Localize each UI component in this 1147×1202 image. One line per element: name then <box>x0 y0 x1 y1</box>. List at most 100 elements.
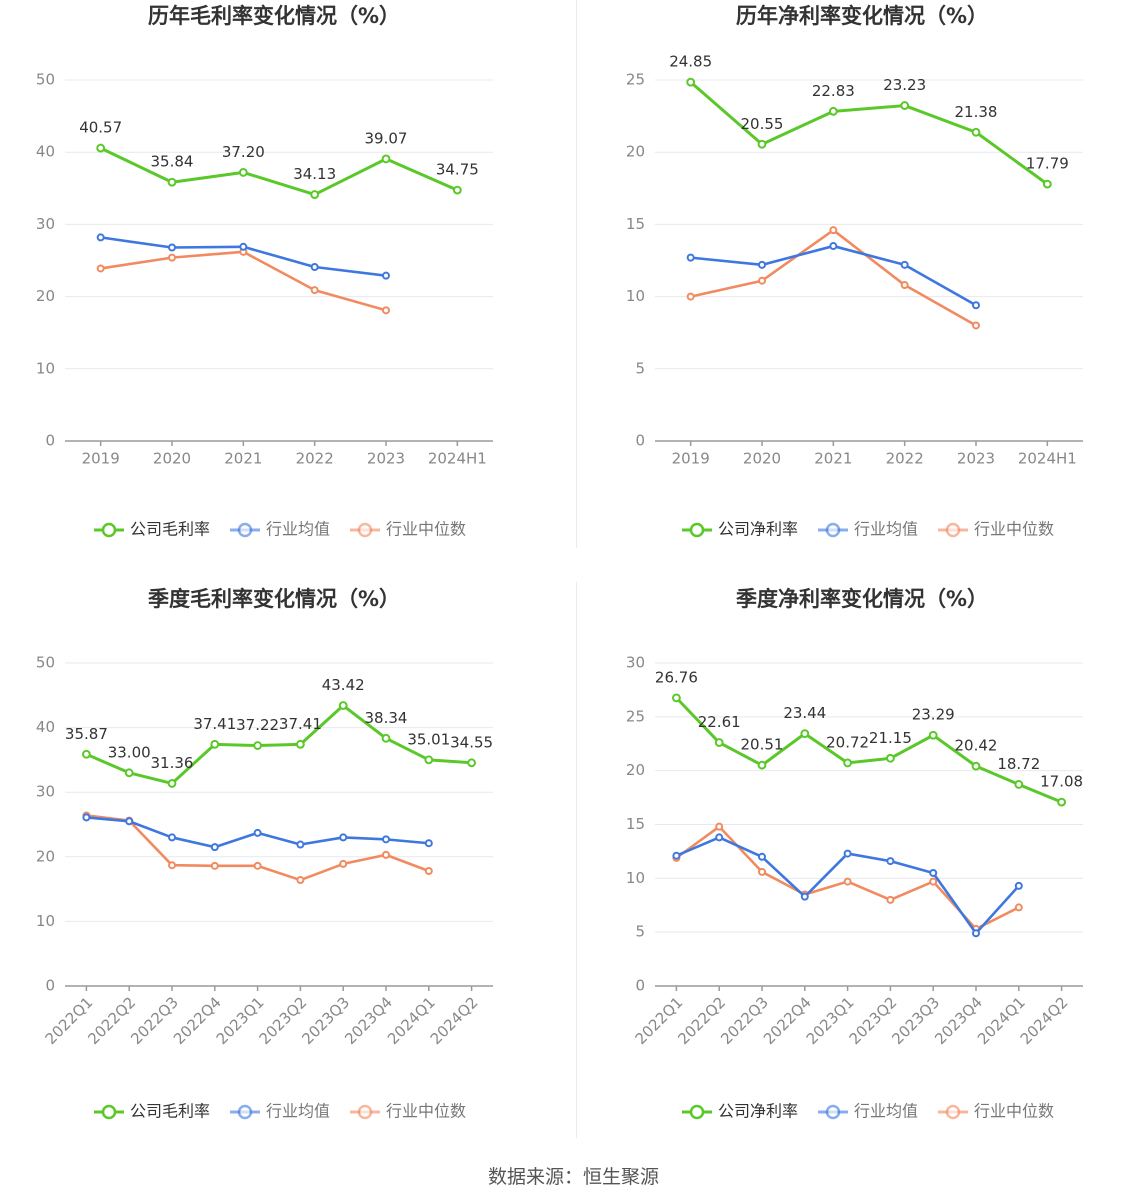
data-point-avg <box>239 242 248 251</box>
legend-label: 行业均值 <box>854 1102 918 1121</box>
x-tick-label: 2023 <box>957 450 995 468</box>
data-point-avg <box>900 260 909 269</box>
data-label: 17.08 <box>1040 773 1083 791</box>
data-point-company <box>971 127 981 137</box>
data-point-avg <box>310 262 319 271</box>
y-tick-label: 15 <box>626 215 645 233</box>
data-label: 34.13 <box>293 165 336 183</box>
data-point-company <box>686 77 696 87</box>
data-point-company <box>757 760 767 770</box>
y-tick-label: 20 <box>36 287 55 305</box>
data-point-median <box>168 861 176 870</box>
data-point-company <box>424 755 434 765</box>
data-label: 35.84 <box>151 153 194 171</box>
x-tick-label: 2021 <box>814 450 852 468</box>
data-point-company <box>714 738 724 747</box>
data-point-company <box>828 106 838 116</box>
data-point-company <box>843 758 852 768</box>
data-label: 23.23 <box>883 76 926 94</box>
data-label: 18.72 <box>997 755 1040 773</box>
data-point-company <box>82 749 91 759</box>
x-tick-label: 2024Q2 <box>427 993 482 1048</box>
data-point-company <box>253 741 263 750</box>
x-tick-label: 2024Q2 <box>1017 993 1072 1048</box>
data-label: 24.85 <box>669 53 712 71</box>
y-tick-label: 15 <box>626 815 645 833</box>
chart-panel-3: 季度毛利率变化情况（%）010203040502022Q12022Q22022Q… <box>36 587 493 1121</box>
data-point-company <box>296 739 305 749</box>
data-label: 43.42 <box>322 676 365 694</box>
data-point-avg <box>296 840 305 849</box>
y-tick-label: 10 <box>36 359 55 377</box>
y-tick-label: 0 <box>45 977 55 995</box>
data-point-avg <box>672 851 681 860</box>
legend-item-avg: 行业均值 <box>818 1102 918 1121</box>
y-tick-label: 30 <box>36 215 55 233</box>
legend-item-avg: 行业均值 <box>230 520 330 539</box>
legend-label: 行业均值 <box>266 1102 330 1121</box>
data-point-company <box>452 185 462 195</box>
data-label: 34.75 <box>436 161 479 179</box>
data-point-avg <box>424 839 433 848</box>
legend-swatch-marker <box>689 1104 705 1120</box>
chart-panel-2: 历年净利率变化情况（%） 0 5 10 15 20 25 2019 2020 2021 2022 20… <box>626 4 1083 539</box>
y-tick-label: 20 <box>36 847 55 865</box>
legend-swatch-marker <box>689 522 705 538</box>
y-tick-label: 20 <box>626 761 645 779</box>
chart-title: 季度净利率变化情况（%） <box>736 587 988 611</box>
y-tick-label: 30 <box>36 783 55 801</box>
data-label: 37.41 <box>279 715 322 733</box>
data-label: 20.42 <box>955 737 998 755</box>
data-point-median <box>758 867 766 876</box>
data-point-avg <box>382 271 390 280</box>
data-point-median <box>972 321 980 330</box>
data-point-avg <box>210 843 219 852</box>
data-point-company <box>1057 797 1066 807</box>
data-point-company <box>381 154 391 164</box>
data-point-avg <box>168 833 176 842</box>
y-tick-label: 0 <box>635 432 645 450</box>
legend-swatch-marker <box>237 1104 253 1120</box>
y-tick-label: 40 <box>36 718 55 736</box>
legend-swatch-marker <box>825 522 841 538</box>
data-point-company <box>338 701 348 710</box>
chart-panel-1: 历年毛利率变化情况（%） 0 10 20 30 40 50 2019 2020 2021 2022 2… <box>36 4 493 539</box>
data-label: 33.00 <box>108 743 151 761</box>
data-point-avg <box>82 813 91 822</box>
data-point-avg <box>382 835 390 844</box>
data-label: 39.07 <box>365 129 408 147</box>
data-point-median <box>424 867 433 876</box>
y-tick-label: 50 <box>36 71 55 89</box>
legend-label: 公司净利率 <box>718 1102 798 1121</box>
x-tick-label: 2020 <box>743 450 781 468</box>
data-point-avg <box>829 242 838 251</box>
data-point-avg <box>686 253 695 262</box>
y-tick-label: 25 <box>626 707 645 725</box>
source-label: 数据来源：恒生聚源 <box>487 1166 659 1188</box>
y-tick-label: 50 <box>36 654 55 672</box>
data-point-company <box>124 768 134 778</box>
data-point-company <box>310 190 320 199</box>
data-label: 40.57 <box>79 119 122 137</box>
data-point-company <box>900 101 910 110</box>
data-point-median <box>96 264 105 273</box>
legend-label: 行业中位数 <box>974 520 1054 539</box>
series-line-company <box>100 146 458 197</box>
data-label: 22.61 <box>698 713 741 731</box>
data-point-avg <box>168 243 176 252</box>
data-point-median <box>900 281 909 290</box>
legend-swatch-marker <box>945 522 961 538</box>
data-point-median <box>382 306 390 315</box>
chart-title: 历年毛利率变化情况（%） <box>148 4 400 28</box>
data-point-company <box>381 733 391 743</box>
data-point-median <box>253 861 262 870</box>
y-tick-label: 25 <box>626 71 645 89</box>
data-point-company <box>886 753 895 763</box>
data-point-median <box>829 226 838 235</box>
data-label: 23.29 <box>912 706 955 724</box>
y-tick-label: 10 <box>626 869 645 887</box>
series-line-company <box>689 81 1049 186</box>
series-line-company <box>85 704 472 785</box>
data-point-avg <box>1014 881 1023 890</box>
